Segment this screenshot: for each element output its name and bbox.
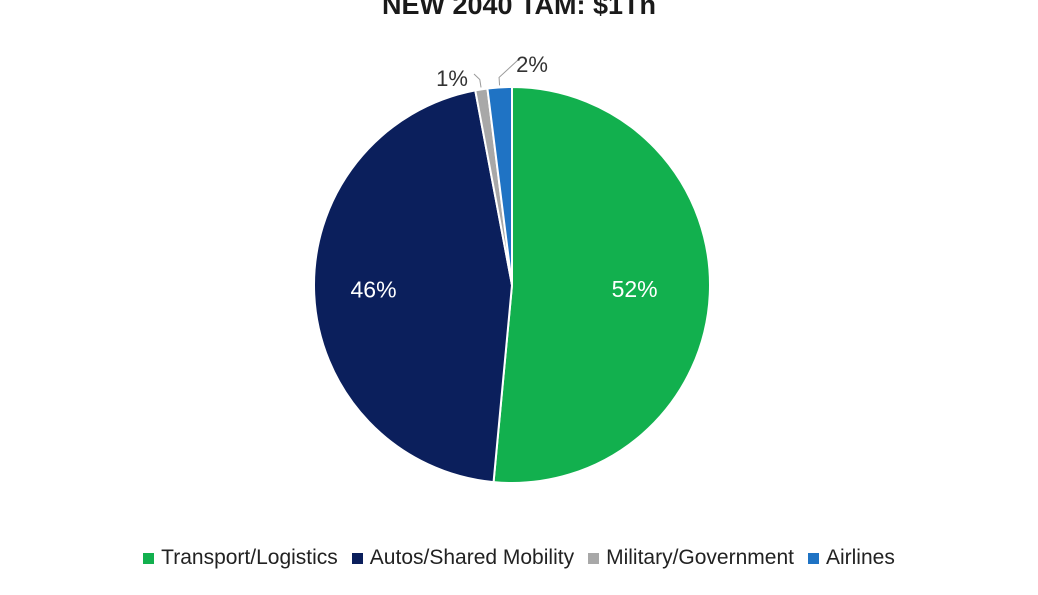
data-label-airlines: 2%: [516, 52, 548, 77]
legend-item-military-government: Military/Government: [588, 546, 794, 570]
legend-swatch-airlines: [807, 552, 819, 564]
legend-swatch-military-government: [588, 552, 600, 564]
pie-slice-airlines: [486, 85, 513, 286]
legend-item-autos-shared-mobility: Autos/Shared Mobility: [351, 546, 575, 570]
legend-item-airlines: Airlines: [807, 546, 895, 570]
leader-line-airlines: [498, 59, 519, 86]
legend-swatch-autos-shared-mobility: [351, 552, 363, 564]
legend-label-military-government: Military/Government: [606, 546, 794, 569]
legend-item-transport-logistics: Transport/Logistics: [143, 546, 338, 570]
data-label-autos-shared-mobility: 46%: [351, 277, 397, 303]
legend-label-airlines: Airlines: [825, 546, 895, 569]
leader-line-military-government: [473, 73, 482, 88]
pie-slice-transport-logistics: [492, 85, 711, 484]
legend-swatch-transport-logistics: [143, 552, 155, 564]
data-label-transport-logistics: 52%: [612, 276, 658, 302]
legend: Transport/Logistics Autos/Shared Mobility…: [0, 546, 1038, 570]
chart-title: NEW 2040 TAM: $1Tn: [381, 0, 657, 20]
legend-label-autos-shared-mobility: Autos/Shared Mobility: [369, 546, 575, 569]
legend-label-transport-logistics: Transport/Logistics: [161, 546, 338, 569]
pie-slice-autos-shared-mobility: [313, 89, 514, 484]
data-label-military-government: 1%: [436, 66, 468, 91]
